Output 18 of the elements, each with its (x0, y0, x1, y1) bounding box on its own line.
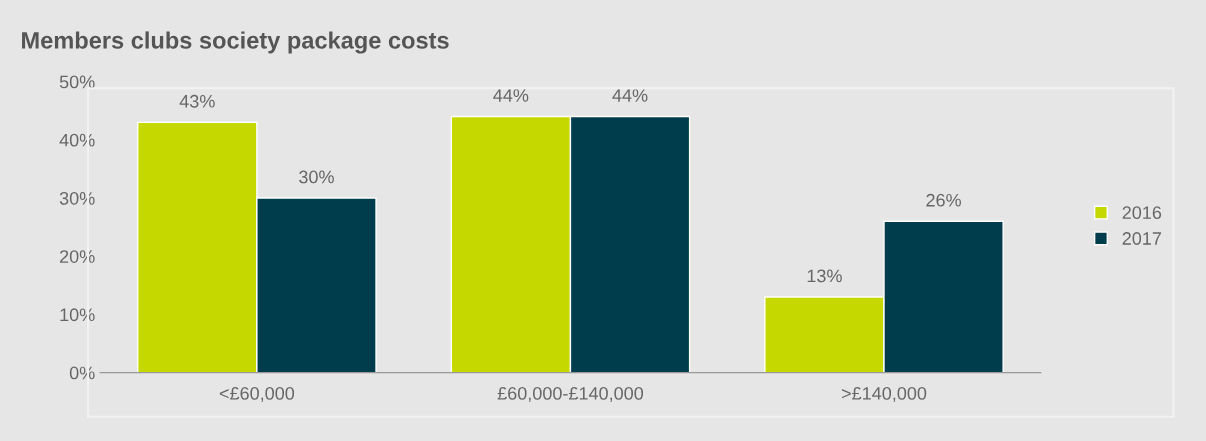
y-tick-label: 30% (59, 191, 95, 205)
y-tick-label: 40% (59, 133, 95, 147)
y-tick-label: 50% (59, 75, 95, 89)
legend-label: 2016 (1122, 206, 1162, 220)
x-tick-label: >£140,000 (841, 387, 927, 402)
data-label: 26% (926, 193, 961, 207)
chart-title: Members clubs society package costs (22, 31, 449, 54)
data-label: 44% (493, 89, 529, 102)
data-label: 13% (807, 269, 842, 283)
y-tick-label: 20% (60, 250, 95, 263)
y-tick-label: 0% (69, 366, 95, 380)
y-tick-label: 10% (60, 308, 95, 322)
data-label: 44% (612, 89, 648, 102)
data-label: 43% (179, 94, 215, 108)
x-tick-label: £60,000-£140,000 (497, 387, 644, 402)
data-label: 30% (299, 170, 334, 184)
legend-label: 2017 (1122, 232, 1161, 245)
x-tick-label: <£60,000 (219, 387, 295, 402)
